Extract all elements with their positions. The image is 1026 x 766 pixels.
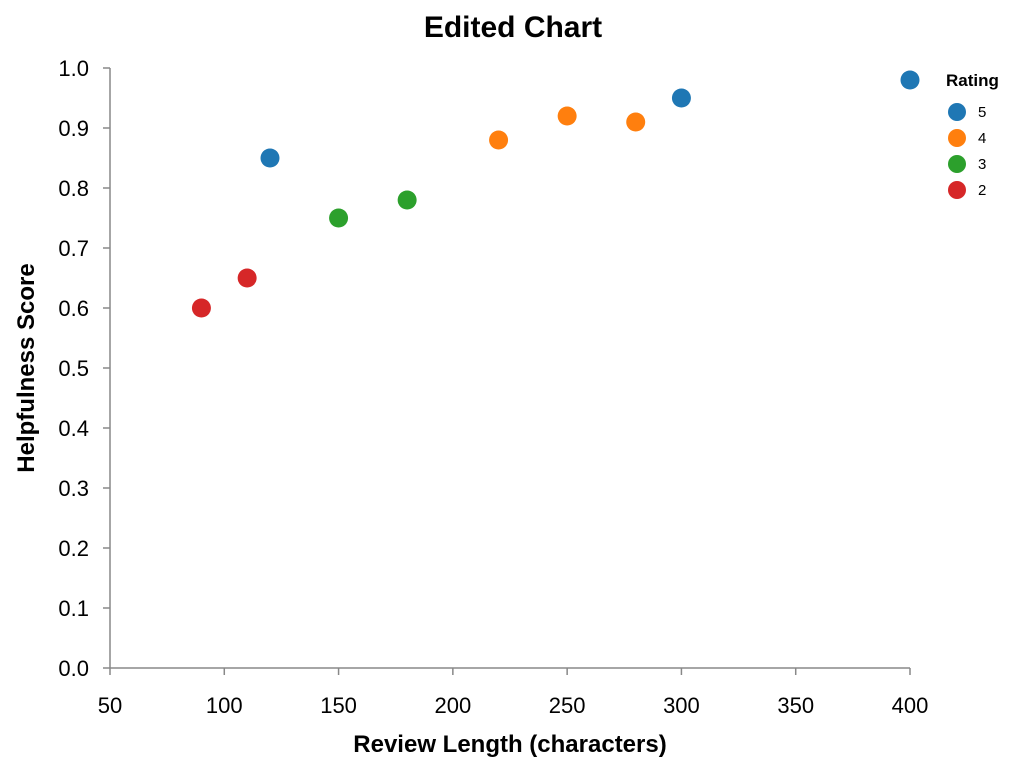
data-points: [191, 70, 920, 318]
y-axis-title: Helpfulness Score: [13, 263, 40, 472]
y-tick-label: 0.2: [58, 536, 89, 561]
chart-title: Edited Chart: [424, 11, 602, 44]
x-tick-label: 200: [434, 693, 471, 718]
y-tick-label: 0.4: [58, 416, 89, 441]
x-tick-label: 250: [549, 693, 586, 718]
y-tick-label: 0.1: [58, 596, 89, 621]
y-axis: 0.0 0.1 0.2 0.3 0.4 0.5 0.6 0.7 0.8 0.9 1.0: [58, 56, 111, 681]
data-point-rating-5: [260, 148, 280, 168]
data-point-rating-5: [671, 88, 691, 108]
y-tick-label: 0.9: [58, 116, 89, 141]
y-tick-label: 0.3: [58, 476, 89, 501]
data-point-rating-5: [900, 70, 920, 90]
x-axis: 50 100 150 200 250 300 350 400: [98, 667, 929, 718]
y-tick-label: 0.0: [58, 656, 89, 681]
legend-label: 4: [978, 130, 986, 147]
data-point-rating-4: [489, 130, 509, 150]
x-tick-label: 100: [206, 693, 243, 718]
legend-label: 2: [978, 182, 986, 199]
y-tick-label: 0.8: [58, 176, 89, 201]
data-point-rating-4: [626, 112, 646, 132]
x-axis-title: Review Length (characters): [353, 731, 666, 758]
y-tick-label: 0.5: [58, 356, 89, 381]
x-tick-label: 350: [777, 693, 814, 718]
y-tick-label: 0.7: [58, 236, 89, 261]
legend-symbol-3: [948, 155, 966, 173]
legend: Rating 5 4 3 2: [946, 71, 999, 199]
x-tick-label: 50: [98, 693, 122, 718]
y-tick-label: 0.6: [58, 296, 89, 321]
legend-label: 5: [978, 104, 986, 121]
data-point-rating-4: [557, 106, 577, 126]
legend-symbol-4: [948, 129, 966, 147]
x-tick-label: 400: [892, 693, 929, 718]
y-tick-label: 1.0: [58, 56, 89, 81]
legend-symbol-5: [948, 103, 966, 121]
legend-title: Rating: [946, 71, 999, 90]
data-point-rating-3: [329, 208, 349, 228]
data-point-rating-2: [191, 298, 211, 318]
data-point-rating-2: [237, 268, 257, 288]
legend-label: 3: [978, 156, 986, 173]
x-tick-label: 150: [320, 693, 357, 718]
legend-symbol-2: [948, 181, 966, 199]
data-point-rating-3: [397, 190, 417, 210]
x-tick-label: 300: [663, 693, 700, 718]
